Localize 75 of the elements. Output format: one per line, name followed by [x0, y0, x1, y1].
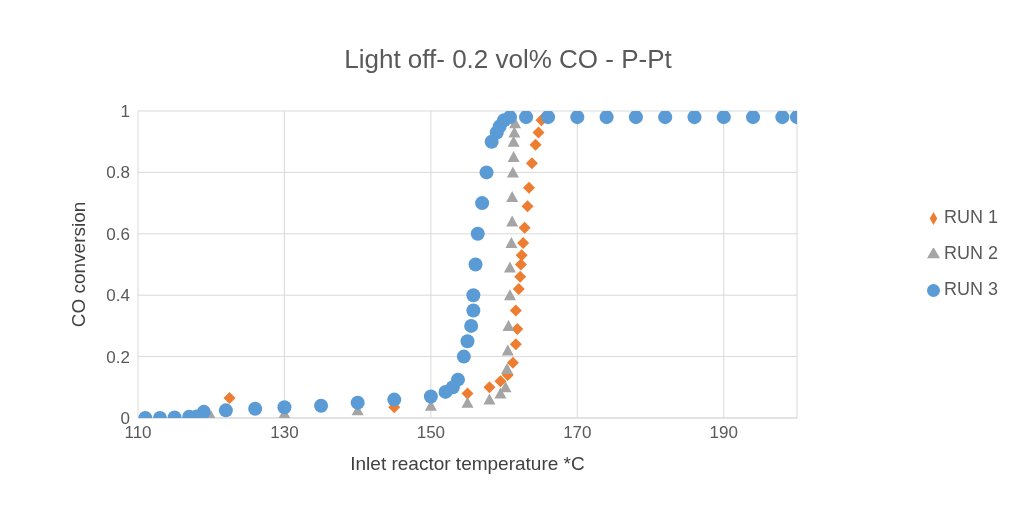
point — [514, 258, 527, 271]
point — [277, 400, 292, 415]
point — [570, 111, 585, 125]
point — [506, 190, 519, 202]
point — [532, 126, 545, 139]
point — [503, 289, 516, 301]
point — [502, 319, 515, 331]
y-tick-label: 0.6 — [106, 224, 130, 244]
point — [466, 303, 481, 318]
point — [387, 392, 402, 407]
point — [501, 344, 514, 356]
point — [506, 166, 519, 178]
point — [775, 111, 790, 125]
point — [503, 261, 516, 273]
x-tick-label: 110 — [124, 423, 152, 443]
point — [450, 372, 465, 387]
point — [523, 181, 535, 194]
legend-label: RUN 2 — [943, 243, 998, 263]
y-tick-label: 1 — [120, 102, 130, 122]
point — [196, 404, 211, 418]
point — [483, 381, 496, 394]
point — [248, 401, 263, 416]
point — [464, 318, 479, 333]
x-tick-label: 170 — [563, 423, 592, 443]
point — [541, 111, 556, 125]
point — [350, 395, 365, 410]
point — [518, 221, 531, 234]
point — [628, 111, 643, 125]
point — [514, 270, 527, 283]
point — [507, 151, 520, 163]
y-axis-title: CO conversion — [67, 201, 89, 328]
point — [423, 389, 438, 404]
point — [515, 249, 528, 262]
legend-label: RUN 3 — [943, 279, 998, 299]
legend-label: RUN 1 — [943, 207, 998, 227]
point — [521, 200, 534, 213]
point — [509, 304, 522, 317]
point — [470, 226, 485, 241]
point — [460, 334, 475, 349]
point — [529, 138, 542, 151]
point — [314, 398, 329, 413]
point — [223, 392, 236, 405]
point — [218, 403, 233, 418]
x-tick-label: 190 — [709, 423, 738, 443]
point — [517, 237, 530, 250]
y-tick-label: 0.4 — [106, 286, 130, 306]
point — [475, 196, 490, 211]
point — [512, 283, 525, 296]
point — [502, 111, 517, 125]
point — [501, 362, 514, 374]
point — [658, 111, 673, 125]
point — [483, 393, 496, 405]
chart-title: Light off- 0.2 vol% CO - P-Pt — [343, 44, 673, 75]
point — [687, 111, 702, 125]
x-axis-title: Inlet reactor temperature *C — [350, 453, 585, 474]
x-tick-label: 150 — [416, 423, 446, 443]
point — [716, 111, 731, 125]
point — [525, 157, 538, 170]
point — [599, 111, 614, 125]
point — [461, 396, 474, 408]
point — [506, 356, 519, 369]
x-tick-label: 130 — [270, 423, 299, 443]
point — [461, 387, 474, 400]
point — [505, 237, 518, 249]
y-tick-label: 0.8 — [106, 163, 130, 183]
point — [506, 215, 519, 227]
point — [466, 288, 481, 303]
point — [494, 375, 507, 388]
point — [479, 165, 494, 180]
point — [746, 111, 761, 125]
point — [509, 338, 522, 351]
point — [456, 349, 471, 364]
y-tick-label: 0.2 — [106, 347, 130, 367]
point — [519, 111, 534, 125]
point — [468, 257, 483, 272]
